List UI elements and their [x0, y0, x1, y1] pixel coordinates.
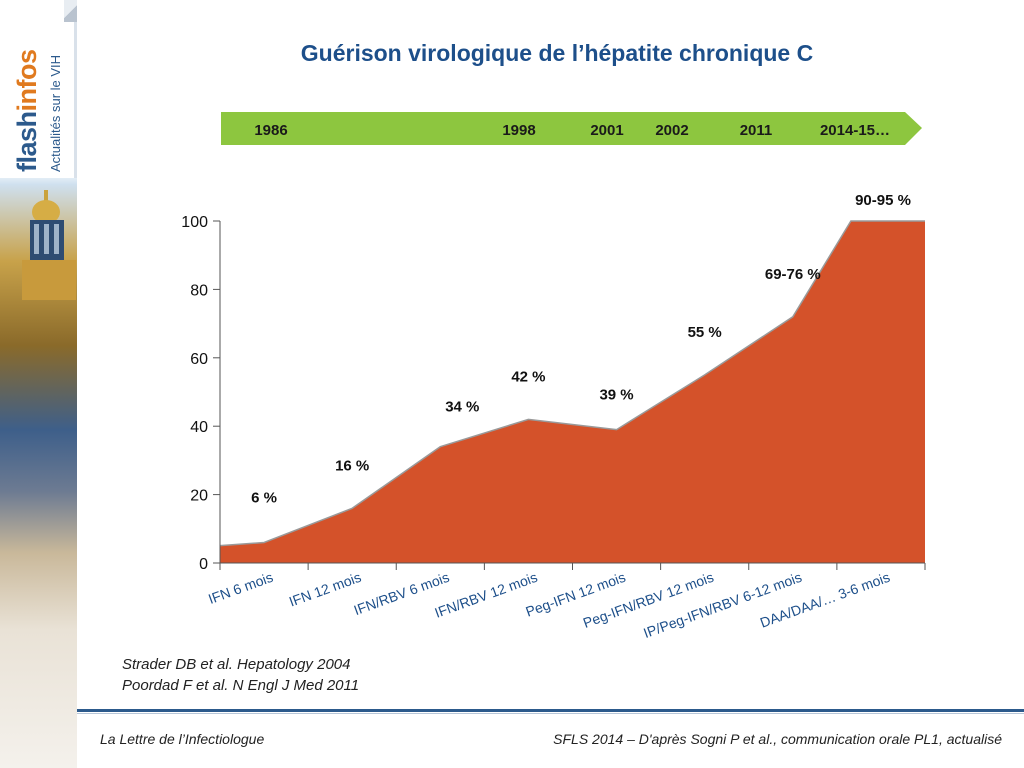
x-category-label: IP/Peg-IFN/RBV 6-12 mois — [641, 569, 804, 641]
x-category-label: IFN 6 mois — [206, 569, 275, 607]
y-tick-label: 100 — [181, 214, 208, 231]
dome-illustration — [22, 190, 76, 300]
cure-rate-line — [219, 220, 925, 547]
data-label: 16 % — [335, 457, 369, 474]
timeline-year: 2002 — [655, 122, 688, 139]
footer-source: SFLS 2014 – D'après Sogni P et al., comm… — [553, 731, 1002, 747]
y-tick-label: 80 — [190, 282, 208, 299]
footer-divider-thin — [77, 713, 1024, 714]
data-label: 34 % — [445, 399, 479, 416]
data-label: 42 % — [511, 368, 545, 385]
timeline-year: 2014-15… — [820, 122, 890, 139]
timeline-year: 2001 — [590, 122, 623, 139]
logo-box — [0, 0, 77, 178]
reference-item: Poordad F et al. N Engl J Med 2011 — [122, 677, 360, 694]
footer-divider — [77, 709, 1024, 712]
timeline-year: 1998 — [502, 122, 535, 139]
y-tick-label: 60 — [190, 351, 208, 368]
left-decorative-panel: flashinfos Actualités sur le VIH — [0, 0, 77, 768]
footer-journal: La Lettre de l’Infectiologue — [100, 731, 265, 747]
reference-item: Strader DB et al. Hepatology 2004 — [122, 656, 351, 673]
page-fold-decoration — [64, 0, 77, 22]
timeline-year: 2011 — [740, 122, 773, 139]
y-tick-label: 0 — [199, 556, 208, 573]
y-tick-label: 20 — [190, 488, 208, 505]
data-label: 55 % — [688, 324, 722, 341]
page-title: Guérison virologique de l’hépatite chron… — [300, 40, 814, 66]
data-label: 69-76 % — [765, 266, 821, 283]
references: Strader DB et al. Hepatology 2004 Poorda… — [122, 654, 359, 696]
y-tick-label: 40 — [190, 419, 208, 436]
timeline-arrow — [221, 112, 922, 145]
data-label: 39 % — [599, 387, 633, 404]
timeline-banner: 1986 1998 2001 2002 2011 2014-15… — [221, 112, 922, 145]
data-label: 90-95 % — [855, 192, 911, 209]
data-label: 6 % — [251, 489, 277, 506]
timeline-year: 1986 — [254, 122, 287, 139]
